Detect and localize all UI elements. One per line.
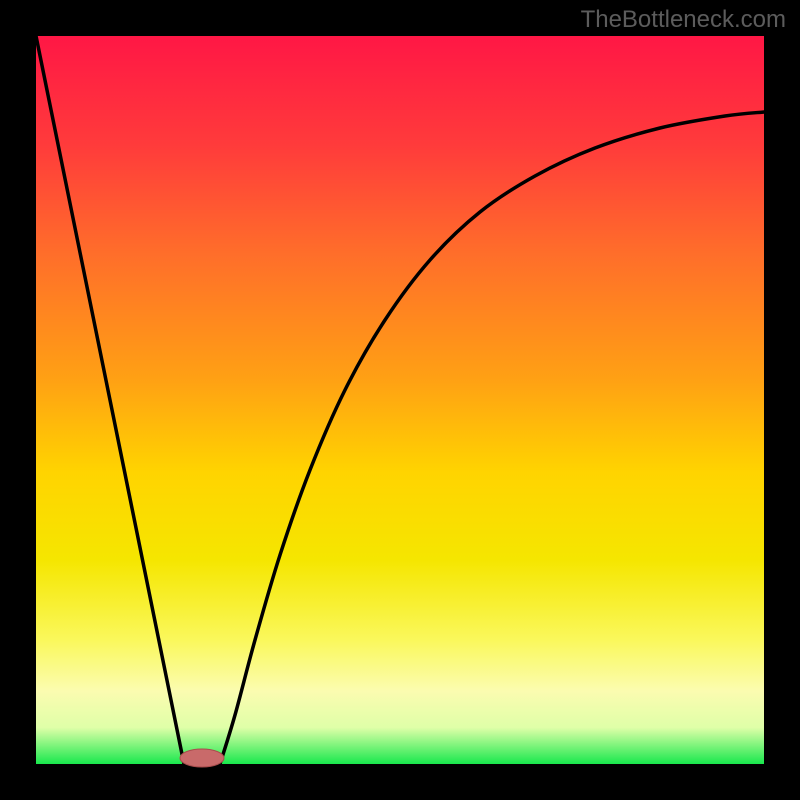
min-marker (180, 749, 224, 767)
watermark-text: TheBottleneck.com (581, 6, 786, 34)
bottleneck-chart (0, 0, 800, 800)
plot-background (36, 36, 764, 764)
chart-container: TheBottleneck.com (0, 0, 800, 800)
